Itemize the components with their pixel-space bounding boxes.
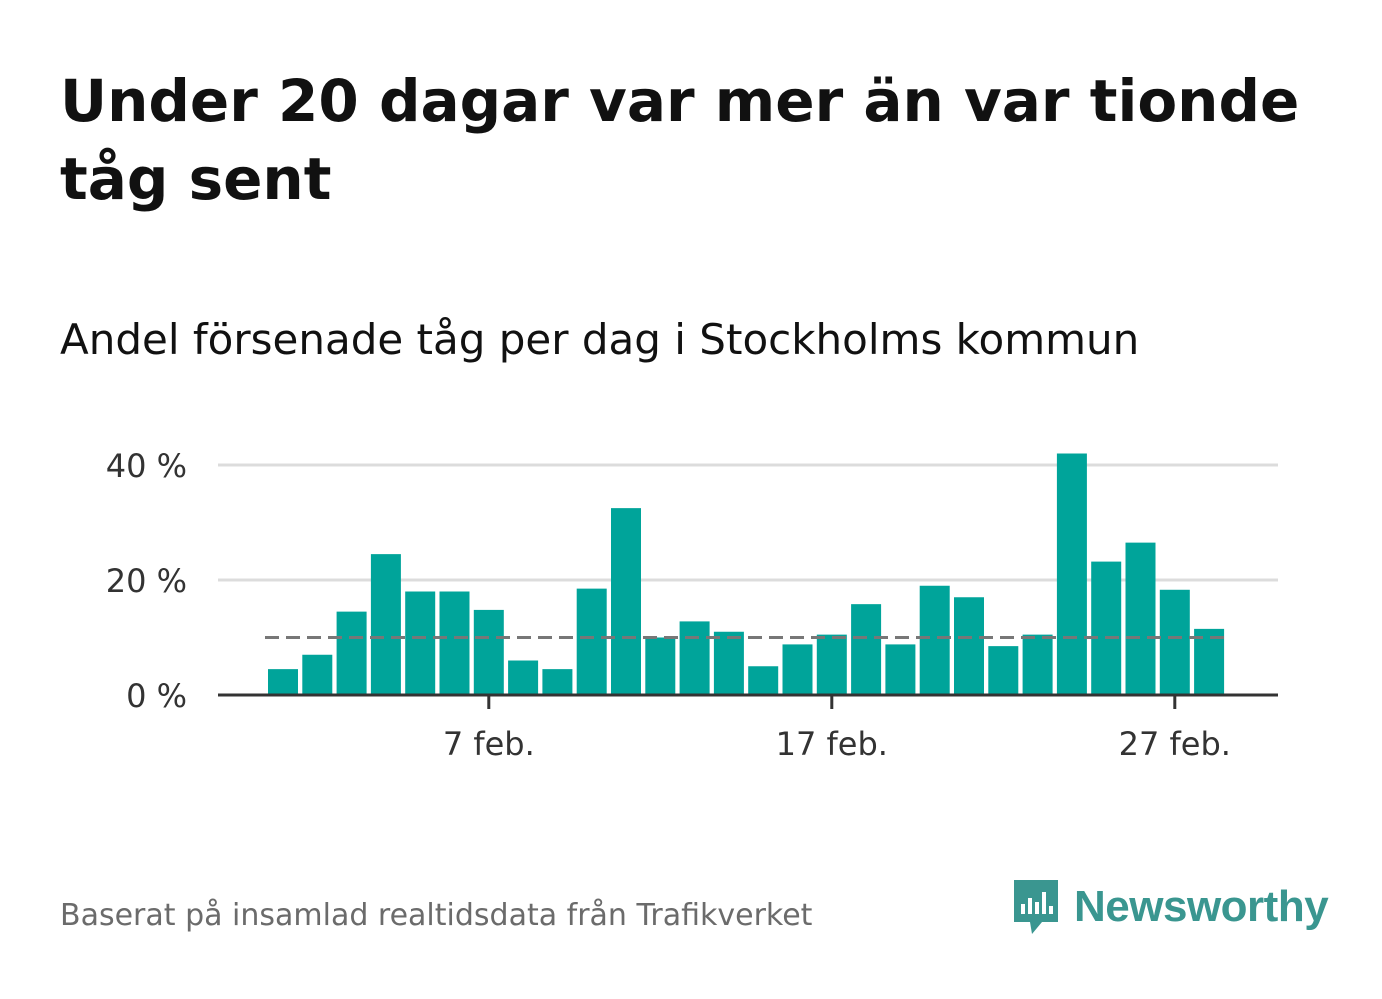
bar-chart: 0 % 20 % 40 % 7 feb. 17 feb. 27 feb. [106,447,1278,763]
bar [1056,453,1087,695]
chart-title: Under 20 dagar var mer än var tionde tåg… [60,67,1300,213]
bar [1194,628,1225,695]
bar [439,591,470,695]
bar [336,611,367,695]
bar [885,644,916,695]
x-axis-labels: 7 feb. 17 feb. 27 feb. [443,725,1231,763]
bar [576,588,607,695]
y-axis-labels: 0 % 20 % 40 % [106,447,187,715]
bar [405,591,436,695]
bar [645,637,676,695]
bar [988,646,1019,695]
bars [268,453,1225,695]
bar [1022,634,1053,695]
source-note: Baserat på insamlad realtidsdata från Tr… [60,898,813,933]
bar [302,654,333,695]
y-tick-label: 0 % [126,677,187,715]
y-tick-label: 40 % [106,447,187,485]
bar [679,621,710,695]
bar [713,631,744,695]
bar [1091,561,1122,695]
bar [816,634,847,695]
bar [748,666,779,695]
newsworthy-logo: Newsworthy [1010,876,1329,938]
bar [919,585,950,695]
bar [508,660,539,695]
x-tick-label: 7 feb. [443,725,535,763]
newsworthy-logo-text: Newsworthy [1074,882,1329,931]
bar [473,609,504,695]
bar [954,597,984,695]
bar [542,669,573,695]
y-tick-label: 20 % [106,562,187,600]
bar [611,508,641,695]
bar [782,644,813,695]
x-axis [218,693,1278,709]
bar [370,554,401,695]
bar [1159,589,1190,695]
bar [1125,542,1156,695]
bar [268,669,298,695]
bar [851,604,882,695]
chart-subtitle: Andel försenade tåg per dag i Stockholms… [60,315,1140,364]
x-tick-label: 27 feb. [1119,725,1231,763]
newsworthy-logo-icon [1014,880,1058,934]
x-tick-label: 17 feb. [776,725,888,763]
